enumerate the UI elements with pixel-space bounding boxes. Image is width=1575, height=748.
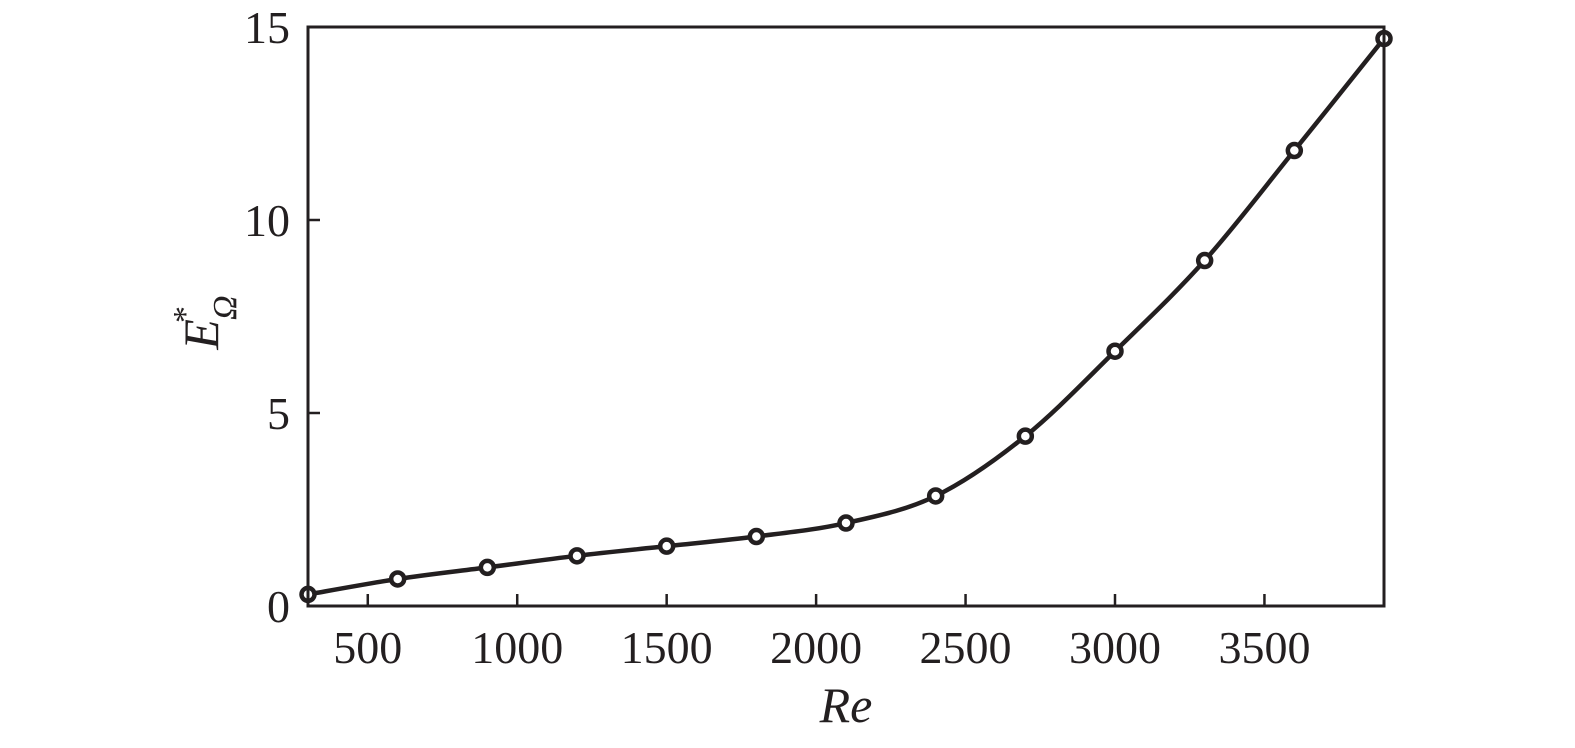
data-point [1106, 342, 1124, 360]
series-layer [299, 29, 1393, 604]
data-point [657, 537, 676, 555]
x-tick-label: 2500 [920, 622, 1012, 673]
y-axis-title: E*Ω [167, 295, 244, 350]
x-tick-label: 3500 [1218, 622, 1310, 673]
data-point [747, 527, 766, 546]
data-point [926, 487, 945, 505]
series-line [307, 37, 1386, 597]
data-point [1016, 427, 1035, 445]
y-axis-title-subscript: Ω [207, 295, 244, 320]
data-point [388, 570, 407, 588]
y-axis-title-main: E [173, 319, 229, 351]
y-tick-label: 0 [267, 581, 290, 632]
x-tick-label: 2000 [770, 622, 862, 673]
x-tick-label: 1000 [471, 622, 563, 673]
data-point [837, 514, 855, 532]
y-axis-title-superscript: * [167, 306, 204, 323]
plot-frame [306, 25, 1386, 608]
labels-layer: 500 1000 1500 2000 2500 3000 3500 0 5 10 15 [244, 2, 1310, 673]
x-axis-title: Re [819, 677, 873, 733]
data-point [1195, 251, 1214, 270]
x-tick-label: 500 [333, 622, 402, 673]
data-point [478, 558, 497, 577]
x-tick-label: 3000 [1069, 622, 1161, 673]
x-tick-label: 1500 [621, 622, 713, 673]
y-tick-label: 5 [267, 388, 290, 439]
data-point [568, 547, 586, 565]
data-point [1285, 141, 1304, 160]
y-tick-label: 15 [244, 2, 290, 53]
ticks-layer [308, 25, 1266, 608]
y-tick-label: 10 [244, 195, 290, 246]
